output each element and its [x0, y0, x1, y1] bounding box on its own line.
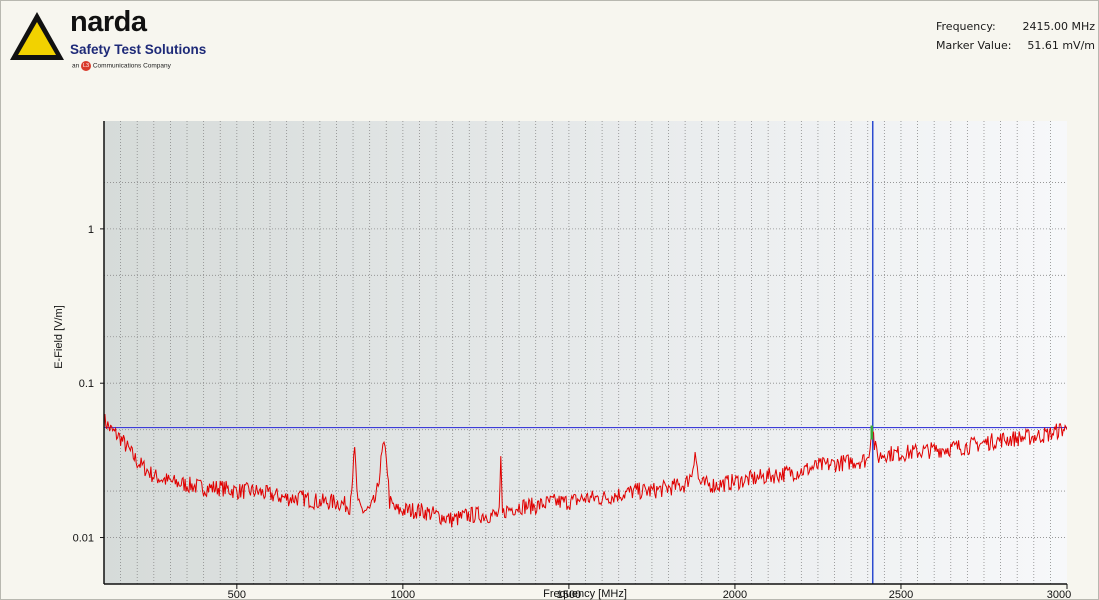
x-axis-title: Frequency [MHz] [543, 588, 627, 600]
warning-triangle-icon [10, 12, 64, 60]
x-tick-label: 1000 [391, 589, 415, 600]
series-layer [104, 413, 1067, 528]
brand-name: narda [70, 6, 147, 38]
x-tick-label: 1500 [557, 589, 581, 600]
x-tick-label: 3000 [1047, 589, 1071, 600]
x-tick-label: 2000 [723, 589, 747, 600]
y-tick-label: 0.1 [79, 378, 94, 390]
marker-value-label: Marker Value: [936, 39, 1012, 52]
frequency-label: Frequency: [936, 20, 996, 33]
x-tick-label: 500 [228, 589, 246, 600]
subline-suffix: Communications Company [92, 62, 171, 70]
y-tick-label: 0.01 [73, 533, 94, 545]
subline-prefix: an [72, 62, 80, 70]
y-tick-label: 1 [88, 224, 94, 236]
reference-lines [104, 121, 1067, 584]
series-line [104, 413, 1067, 528]
narda-logo: narda Safety Test Solutions an L3 Commun… [8, 6, 228, 82]
l3-mark-icon: L3 [81, 61, 92, 71]
y-axis-title: E-Field [V/m] [53, 305, 65, 369]
x-tick-label: 2500 [889, 589, 913, 600]
readout-labels: Frequency: Marker Value: [936, 17, 1011, 55]
l3-mark-text: L3 [82, 63, 90, 69]
brand-tagline: Safety Test Solutions [70, 42, 207, 57]
axes: 500 1000 1500 2000 2500 3000 0.01 0.1 1 [73, 121, 1071, 600]
marker-value: 51.61 mV/m [1027, 39, 1095, 52]
grid [104, 121, 1067, 584]
frequency-value: 2415.00 MHz [1022, 20, 1095, 33]
readout-values: 2415.00 MHz 51.61 mV/m [1022, 17, 1095, 55]
brand-subline: an L3 Communications Company [72, 61, 171, 71]
